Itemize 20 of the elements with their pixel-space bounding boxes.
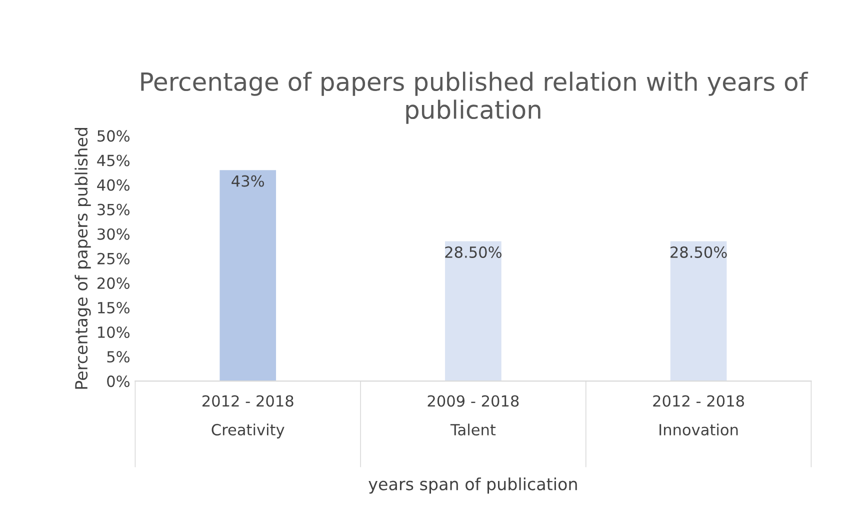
y-tick-label: 40%	[97, 179, 130, 191]
x-axis-title: years span of publication	[368, 477, 577, 494]
y-axis-title: Percentage of papers published	[74, 128, 91, 389]
data-label: 28.50%	[670, 246, 727, 258]
x-tick-label: 2012 - 2018 Innovation	[653, 395, 744, 436]
y-tick-label: 20%	[98, 277, 130, 289]
y-tick-label: 30%	[98, 228, 130, 240]
y-tick-label: 25%	[98, 252, 130, 264]
x-tick-label: 2012 - 2018 Creativity	[202, 395, 294, 438]
data-label: 28.50%	[445, 246, 502, 258]
x-tick-label: 2009 - 2018 Talent	[428, 395, 519, 436]
data-label: 43%	[232, 175, 264, 187]
y-tick-label: 0%	[107, 376, 130, 388]
y-tick-label: 45%	[97, 154, 130, 166]
y-tick-label: 5%	[107, 350, 130, 363]
y-tick-label: 50%	[98, 130, 130, 142]
y-tick-label: 15%	[98, 302, 130, 314]
y-tick-label: 35%	[98, 204, 130, 216]
chart-title: Percentage of papers published relation with years of publication	[141, 72, 808, 124]
y-tick-label: 10%	[98, 326, 130, 338]
